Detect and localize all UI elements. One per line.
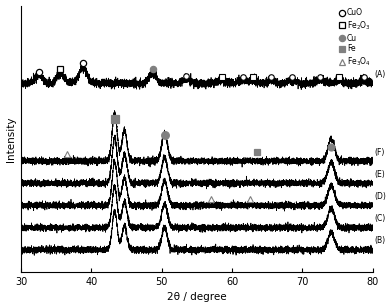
Y-axis label: Intensity: Intensity <box>5 116 16 161</box>
X-axis label: 2θ / degree: 2θ / degree <box>167 292 227 302</box>
Text: (D): (D) <box>375 192 387 201</box>
Text: (B): (B) <box>375 236 386 245</box>
Legend: CuO, Fe$_2$O$_3$, Cu, Fe, Fe$_3$O$_4$: CuO, Fe$_2$O$_3$, Cu, Fe, Fe$_3$O$_4$ <box>337 7 372 69</box>
Text: (F): (F) <box>375 148 385 156</box>
Text: (E): (E) <box>375 170 386 179</box>
Text: (A): (A) <box>375 70 386 79</box>
Text: (C): (C) <box>375 214 386 223</box>
